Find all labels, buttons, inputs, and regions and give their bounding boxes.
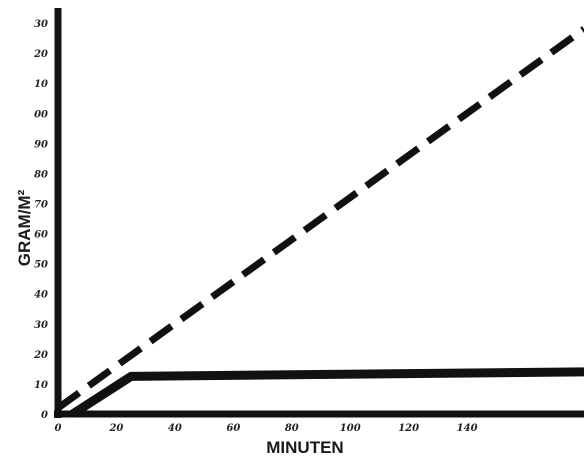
y-tick-label: 60	[34, 230, 48, 241]
y-tick-label: 80	[34, 169, 48, 180]
y-tick-label: 40	[34, 290, 48, 301]
y-tick-label: 70	[34, 199, 48, 210]
x-tick-label: 140	[457, 423, 478, 434]
y-tick-labels: 0 10 20 30 40 50 60 70 80 90 00 10 20 30	[33, 19, 48, 421]
x-tick-label: 20	[108, 423, 123, 434]
y-tick-label: 00	[34, 109, 48, 120]
x-tick-labels: 0 20 40 60 80 100 120 140	[55, 423, 478, 434]
y-axis-title: GRAM/M²	[15, 189, 34, 266]
series-line-solid	[70, 367, 584, 418]
series-layer	[55, 26, 584, 418]
y-tick-label: 20	[33, 350, 48, 361]
x-tick-label: 40	[168, 423, 182, 434]
y-tick-label: 10	[34, 79, 48, 90]
x-tick-label: 80	[285, 423, 299, 434]
y-tick-label: 90	[34, 139, 48, 150]
x-axis-title: MINUTEN	[266, 438, 343, 457]
x-tick-label: 120	[398, 423, 419, 434]
y-tick-label: 20	[33, 49, 48, 60]
y-tick-label: 30	[34, 320, 48, 331]
x-tick-label: 0	[55, 423, 62, 434]
x-tick-label: 100	[340, 423, 361, 434]
y-tick-label: 10	[34, 380, 48, 391]
x-tick-label: 60	[226, 423, 240, 434]
y-tick-label: 0	[41, 410, 48, 421]
series-line-dashed	[55, 26, 584, 411]
y-tick-label: 50	[34, 260, 48, 271]
y-tick-label: 30	[34, 19, 48, 30]
